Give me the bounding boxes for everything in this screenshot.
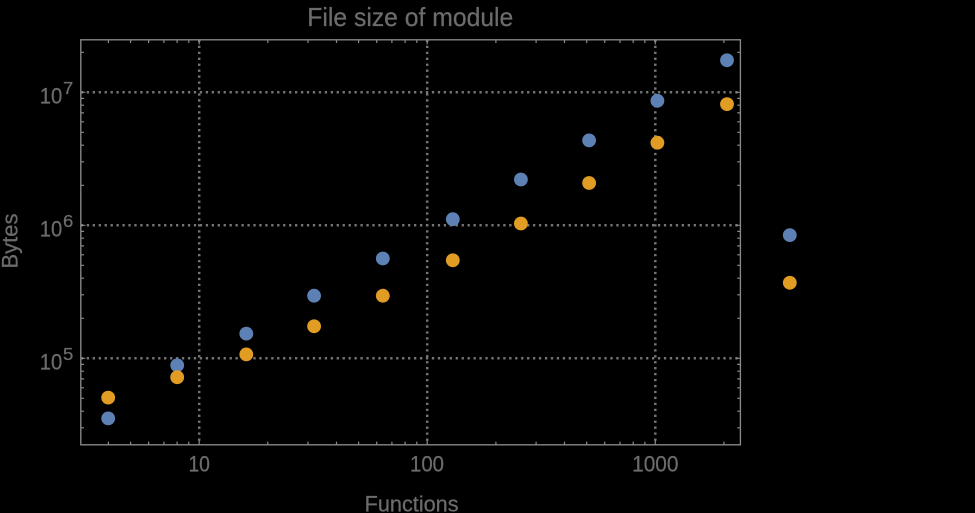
svg-text:5: 5 <box>63 344 73 364</box>
svg-text:10: 10 <box>188 452 210 477</box>
svg-text:1000: 1000 <box>632 452 678 477</box>
svg-text:10: 10 <box>40 217 63 242</box>
svg-text:100: 100 <box>410 452 444 477</box>
svg-text:6: 6 <box>63 211 73 231</box>
svg-text:Functions: Functions <box>365 492 459 513</box>
svg-text:10: 10 <box>40 350 63 375</box>
svg-text:Bytes: Bytes <box>0 214 23 269</box>
svg-text:File size of module: File size of module <box>307 2 513 32</box>
svg-text:7: 7 <box>63 78 73 98</box>
svg-text:10: 10 <box>40 84 63 109</box>
